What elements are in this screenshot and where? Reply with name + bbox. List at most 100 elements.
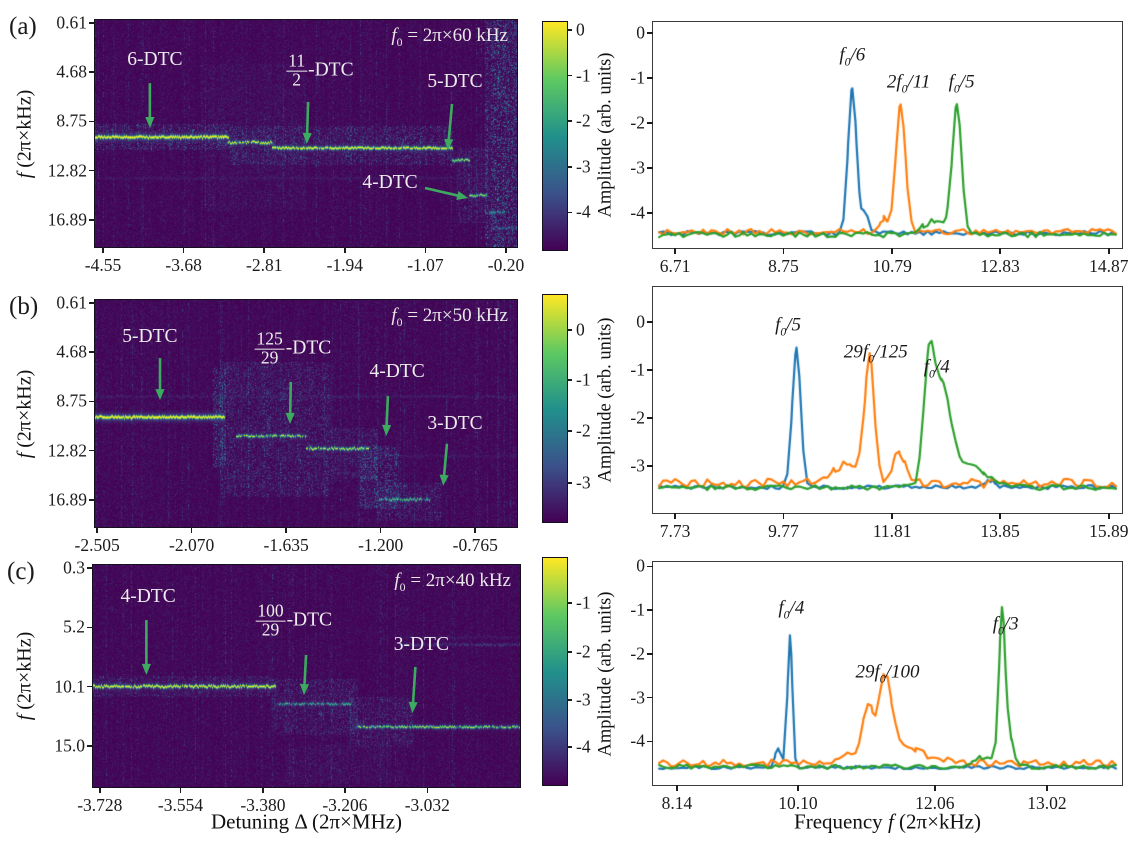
colorbar-tick-mark — [567, 211, 572, 214]
colorbar-tick-label: 0 — [576, 19, 585, 40]
y-tick-mark — [647, 653, 653, 655]
spectrogram-canvas-b — [94, 299, 518, 528]
x-tick-label: 9.77 — [768, 521, 799, 541]
x-tick-mark — [674, 248, 676, 254]
x-tick-label: -3.380 — [240, 795, 286, 815]
dtc-annotation: 100 29 -DTC — [255, 600, 333, 640]
x-tick-label: -0.20 — [487, 255, 525, 275]
x-tick-mark — [797, 785, 799, 791]
y-tick-mark — [647, 32, 653, 34]
colorbar-tick-label: -4 — [576, 201, 591, 222]
y-tick-mark — [89, 22, 95, 24]
y-axis-label-f: Amplitude (arb. units) — [595, 591, 616, 756]
panel-letter-a: (a) — [9, 13, 37, 40]
x-tick-label: -1.635 — [263, 535, 309, 555]
colorbar-tick-mark — [567, 74, 572, 77]
y-tick-mark — [89, 449, 95, 452]
y-tick-label: -3 — [630, 455, 645, 476]
x-tick-mark — [344, 787, 346, 793]
x-axis-label-detuning: Detuning Δ (2π×MHz) — [210, 809, 403, 834]
colorbar-tick-mark — [567, 651, 572, 653]
x-tick-mark — [182, 247, 185, 253]
x-tick-mark — [505, 247, 507, 253]
dtc-annotation: 3-DTC — [393, 633, 449, 655]
x-tick-mark — [344, 247, 346, 253]
colorbar-tick-label: -1 — [576, 592, 591, 613]
y-tick-mark — [647, 417, 653, 419]
y-tick-mark — [89, 351, 95, 353]
x-tick-mark — [891, 513, 893, 519]
x-tick-mark — [999, 513, 1001, 519]
x-tick-mark — [1108, 513, 1110, 519]
y-tick-mark — [89, 302, 95, 304]
x-tick-mark — [263, 247, 265, 253]
y-tick-label: 4.68 — [56, 341, 87, 362]
dtc-annotation: 6-DTC — [127, 48, 183, 70]
y-tick-label: 0 — [636, 311, 645, 332]
x-tick-label: 13.02 — [1027, 793, 1067, 813]
x-tick-label: 6.71 — [659, 256, 691, 276]
y-tick-mark — [647, 565, 653, 568]
colorbar-tick-mark — [567, 430, 572, 432]
colorbar-tick-mark — [567, 379, 572, 381]
peak-label: f0/5 — [775, 314, 802, 338]
colorbar-tick-mark — [567, 699, 572, 701]
y-tick-label: -3 — [630, 157, 645, 178]
dtc-annotation: 125 29 -DTC — [254, 328, 332, 368]
peak-label: f0/3 — [992, 613, 1019, 637]
x-tick-label: -3.032 — [404, 795, 450, 815]
colorbar-tick-mark — [567, 29, 572, 31]
colorbar-canvas-b — [542, 294, 568, 523]
x-tick-mark — [96, 527, 98, 533]
y-tick-mark — [89, 219, 95, 221]
y-tick-label: 0.61 — [56, 292, 87, 313]
y-axis-label-d: Amplitude (arb. units) — [595, 52, 616, 218]
x-tick-label: 10.79 — [872, 256, 912, 276]
x-tick-mark — [102, 247, 104, 253]
y-tick-label: -1 — [630, 599, 645, 620]
colorbar-tick-label: -1 — [576, 65, 591, 86]
y-axis-label-c: f (2π×kHz) — [13, 631, 36, 721]
panel-a: (a) f0 = 2π×60 kHz -4.55 -3.68 -2.81 -1.94 -… — [9, 12, 591, 275]
y-tick-label: 12.82 — [47, 440, 87, 461]
colorbar-a: 0 -1 -2 -3 -4 — [542, 19, 591, 251]
colorbar-tick-label: -3 — [576, 156, 591, 177]
x-tick-mark — [379, 527, 382, 533]
drive-frequency-label-c: f0 = 2π×40 kHz — [394, 570, 511, 594]
x-tick-mark — [474, 527, 476, 533]
x-tick-label: -3.68 — [165, 255, 202, 275]
x-tick-label: -3.554 — [157, 795, 204, 815]
x-tick-mark — [262, 787, 264, 793]
x-tick-label: 14.87 — [1089, 256, 1129, 276]
x-tick-mark — [190, 527, 193, 533]
x-tick-mark — [782, 248, 785, 254]
x-tick-mark — [934, 785, 936, 791]
y-tick-mark — [87, 745, 93, 747]
x-tick-label: -2.81 — [245, 255, 283, 275]
y-tick-label: 0.61 — [56, 12, 87, 33]
x-tick-label: -0.765 — [452, 535, 498, 555]
x-tick-label: -1.94 — [326, 255, 364, 275]
colorbar-b: 0 -1 -2 -3 — [542, 294, 591, 523]
x-tick-label: -2.505 — [74, 535, 120, 555]
y-tick-label: -1 — [630, 359, 645, 380]
x-tick-label: -2.070 — [169, 535, 215, 555]
y-axis-label-a: f (2π×kHz) — [13, 89, 36, 178]
dtc-annotation: 5-DTC — [122, 326, 178, 347]
peak-label: 29f0/100 — [855, 661, 920, 685]
colorbar-tick-mark — [567, 482, 572, 484]
panel-b: (b) f0 = 2π×50 kHz -2.505 -2.070 -1.635 -1.… — [9, 292, 591, 555]
drive-frequency-label-a: f0 = 2π×60 kHz — [391, 25, 508, 49]
x-tick-label: -1.07 — [407, 255, 444, 275]
colorbar-tick-label: -3 — [576, 472, 591, 493]
y-tick-label: 12.82 — [47, 160, 87, 181]
x-tick-mark — [99, 787, 101, 793]
colorbar-canvas-c — [542, 557, 568, 786]
y-tick-label: -4 — [630, 202, 645, 223]
y-tick-label: 5.2 — [63, 616, 85, 637]
y-tick-mark — [647, 122, 653, 124]
x-tick-mark — [424, 247, 427, 253]
panel-letter-b: (b) — [9, 293, 39, 320]
